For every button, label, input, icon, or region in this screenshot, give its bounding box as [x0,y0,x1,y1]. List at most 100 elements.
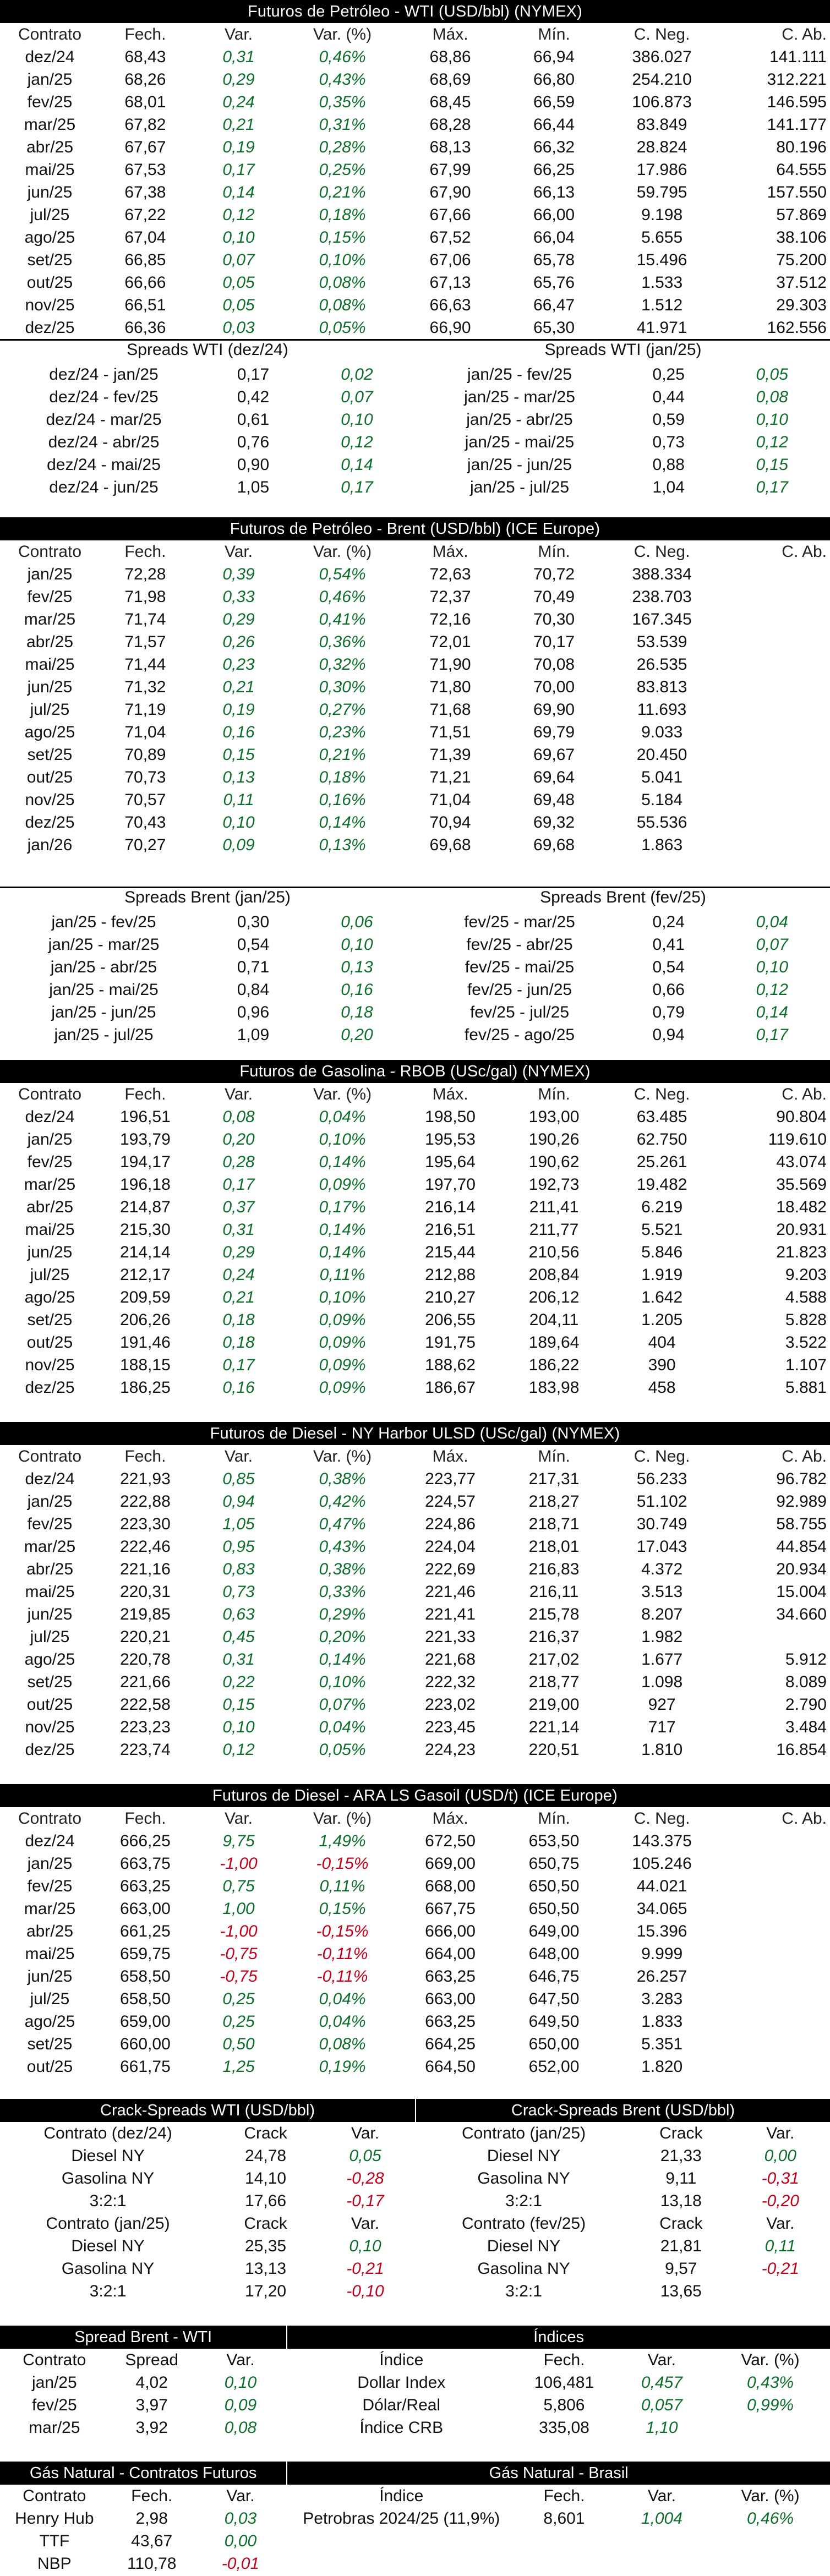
ulsd-table: Contrato Fech. Var. Var. (%) Máx. Mín. C. Neg.… [0,1445,830,1761]
crack-section: Crack-Spreads WTI (USD/bbl) Contrato (de… [0,2099,830,2302]
cell: 0,73 [652,433,685,451]
cell: 0,46% [747,2509,794,2528]
cell: 0,42 [237,387,270,406]
cell: 0,12 [222,205,255,224]
cell: 0,24 [652,912,685,931]
cell: 0,23% [319,723,366,741]
cell: 1.533 [641,273,683,292]
cell: 206,26 [120,1310,171,1329]
cell: jan/25 - mai/25 [465,433,575,451]
cell: 0,12 [341,433,373,451]
cell: 5.881 [785,1378,827,1397]
cell: 1.919 [641,1265,683,1284]
cell: 8.207 [641,1605,683,1623]
cell: 13,65 [660,2282,702,2300]
cell: 20.931 [776,1220,827,1239]
table-row: mar/25 3,92 0,08 [0,2416,286,2439]
cell: 196,51 [120,1107,171,1126]
cell: 0,10 [756,410,788,429]
cell: 15.396 [636,1922,687,1940]
cell [718,789,830,811]
cell: 0,16 [341,980,373,999]
cell: fev/25 [27,1152,73,1171]
table-row: mar/25 663,00 1,00 0,15% 667,75 650,50 34.065 [0,1897,830,1920]
cell: 71,04 [429,790,471,809]
cell: 0,08% [319,296,366,314]
cell: dez/24 - mai/25 [47,455,161,474]
cell: 58.755 [776,1514,827,1533]
cell: 0,94 [652,1025,685,1044]
cell: jun/25 [27,1967,73,1986]
list-item: dez/24 - mai/25 0,90 0,14 [0,453,415,476]
cell: 67,53 [124,160,166,179]
cell: 458 [648,1378,676,1397]
table-row: Diesel NY 24,78 0,05 [0,2145,415,2167]
cell [718,1943,830,1965]
cell: 219,85 [120,1605,171,1623]
cell: jan/25 [31,2373,77,2392]
cell: mai/25 [25,655,75,674]
cell: 0,10 [224,2373,257,2392]
cell: 211,41 [529,1197,579,1216]
cell: 1.098 [641,1672,683,1691]
cell: 0,54 [237,935,270,954]
cell: dez/25 [25,1378,75,1397]
cell: dez/24 [25,1469,75,1488]
cell: 0,28 [222,1152,255,1171]
cell: 0,07 [756,935,788,954]
cell: 69,79 [533,723,575,741]
cell: Spread [125,2350,179,2369]
cell: 83.813 [636,677,687,696]
table-row: Petrobras 2024/25 (11,9%) 8,601 1,004 0,46% [287,2507,830,2530]
cell: Crack [244,2214,287,2233]
table-row: abr/25 661,25 -1,00 -0,15% 666,00 649,00 15.39… [0,1920,830,1943]
cell: 29.303 [776,296,827,314]
cell: 0,00 [764,2146,796,2165]
cell [718,1875,830,1897]
cell: 119.610 [768,1130,827,1148]
cell [718,721,830,743]
table-row: 3:2:1 13,65 [416,2280,830,2302]
cell: 664,00 [425,1944,476,1963]
table-row: nov/25 188,15 0,17 0,09% 188,62 186,22 390 1.10… [0,1354,830,1376]
table-row: fev/25 68,01 0,24 0,35% 68,45 66,59 106.873 146… [0,91,830,113]
cell: 0,25 [222,2012,255,2031]
cell: dez/24 - abr/25 [48,433,160,451]
cell: jan/25 [27,565,73,583]
cell: 141.111 [769,47,827,66]
list-item: jan/25 - jul/25 1,09 0,20 [0,1024,415,1046]
brent-wti-table: Contrato Spread Var. jan/25 4,02 0,10 fev/25 3,… [0,2349,286,2439]
cell: -0,01 [221,2554,260,2573]
cell: 224,57 [425,1492,476,1511]
cell: 69,32 [533,813,575,832]
cell: 0,09% [319,1333,366,1352]
cell [718,608,830,631]
cell: 0,04% [319,2012,366,2031]
cell: 0,10% [319,1130,366,1148]
table-row: dez/24 221,93 0,85 0,38% 223,77 217,31 56.233 9… [0,1468,830,1490]
cell: 70,30 [533,610,575,628]
table-row: nov/25 223,23 0,10 0,04% 223,45 221,14 717 3.48… [0,1716,830,1738]
cell: 224,23 [425,1740,476,1759]
cell: 65,78 [533,250,575,269]
cell: 0,10% [319,250,366,269]
cell: C. Ab. [782,1447,827,1465]
table-row: mai/25 67,53 0,17 0,25% 67,99 66,25 17.986 64.5… [0,158,830,181]
cell: 44.854 [776,1537,827,1556]
cell: 0,42% [319,1492,366,1511]
cell: set/25 [27,2034,73,2053]
cell: 26.535 [636,655,687,674]
table-row: dez/24 196,51 0,08 0,04% 198,50 193,00 63.485 9… [0,1106,830,1128]
cell: 15.004 [776,1582,827,1601]
table-row: jun/25 219,85 0,63 0,29% 221,41 215,78 8.207 34… [0,1603,830,1626]
cell: 3,92 [135,2418,168,2437]
cell: 66,44 [533,115,575,134]
cell: mar/25 [29,2418,80,2437]
table-row: 3:2:1 13,18 -0,20 [416,2190,830,2212]
cell: 68,01 [124,92,166,111]
cell: 220,31 [120,1582,171,1601]
cell: 72,37 [429,587,471,606]
cell: 66,32 [533,138,575,156]
cell: 0,15% [319,228,366,247]
